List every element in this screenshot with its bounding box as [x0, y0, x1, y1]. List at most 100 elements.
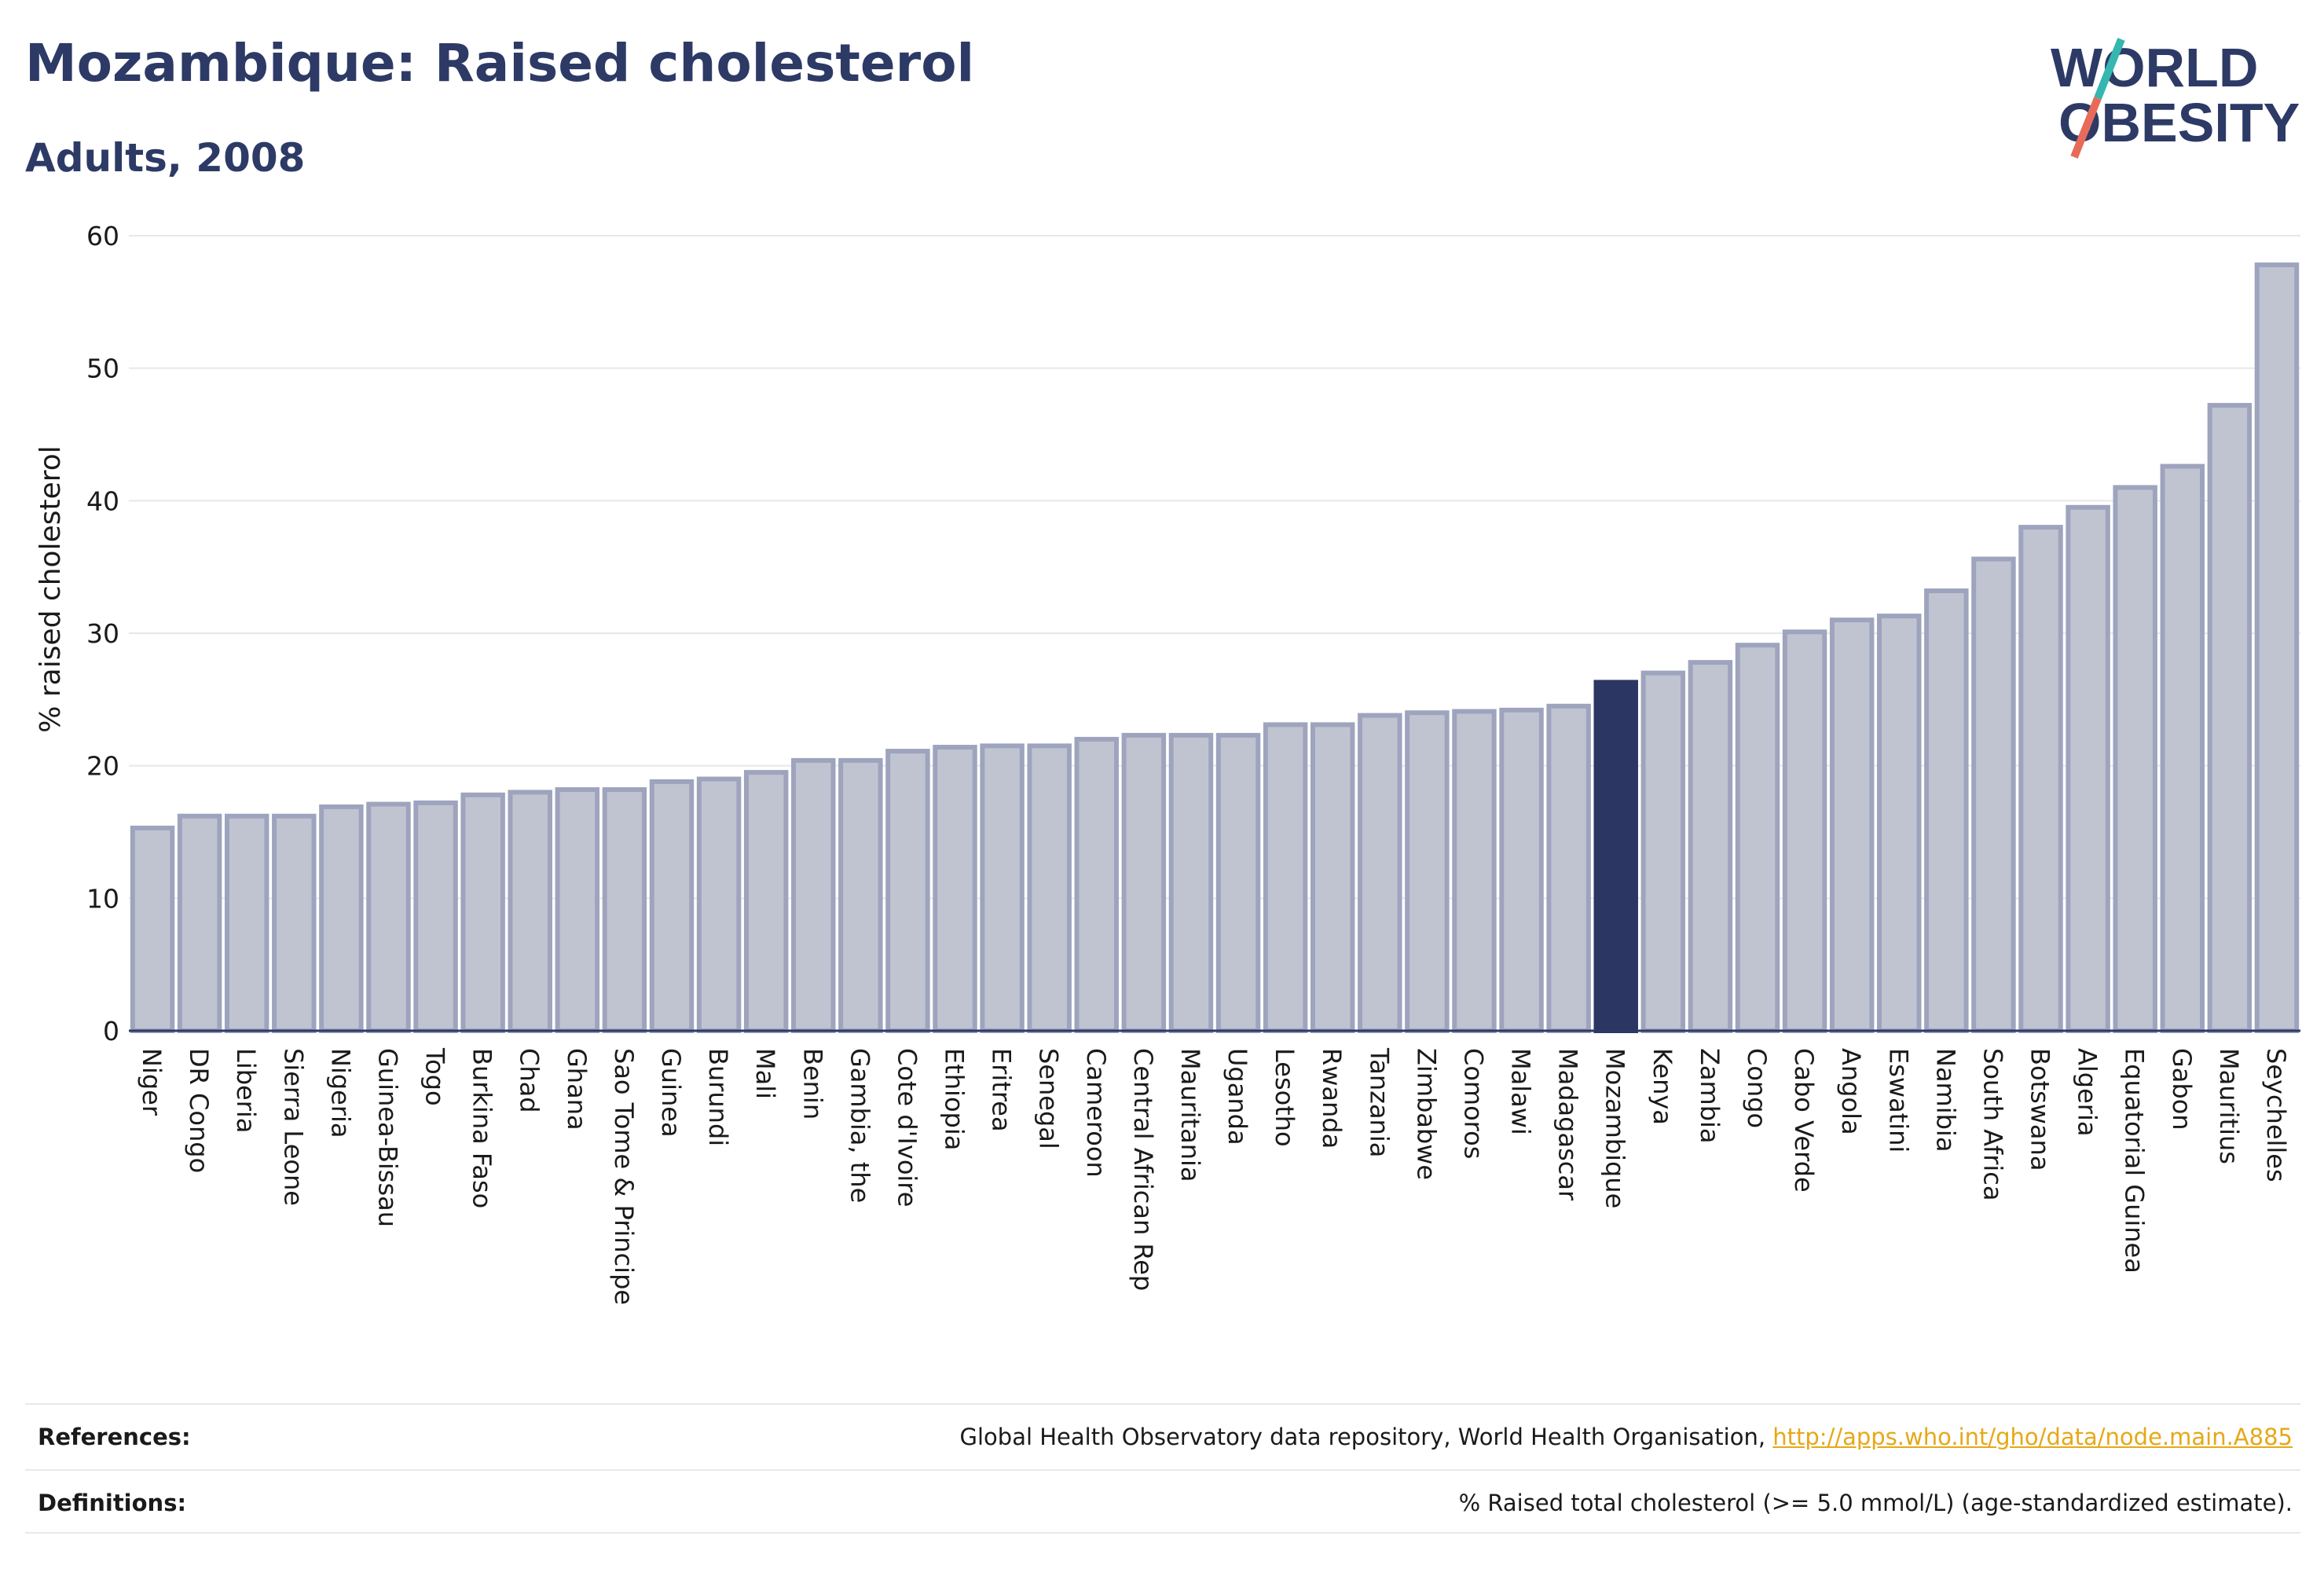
bar-benin — [791, 757, 836, 1033]
bar-gambia-the — [838, 757, 883, 1033]
x-tick-label: Malawi — [1506, 1048, 1536, 1135]
x-tick-label: Comoros — [1458, 1048, 1488, 1159]
x-tick-label: Sao Tome & Principe — [609, 1048, 639, 1305]
references-label: References: — [38, 1424, 191, 1450]
x-tick-label: Guinea — [656, 1048, 686, 1138]
bar-kenya — [1640, 670, 1686, 1033]
x-tick-label: Benin — [797, 1048, 827, 1120]
bar-sao-tome-principe — [602, 787, 647, 1033]
x-tick-label: DR Congo — [184, 1048, 214, 1173]
bar-zambia — [1688, 660, 1733, 1034]
x-tick-label: Mauritius — [2214, 1048, 2244, 1164]
x-tick-label: Sierra Leone — [278, 1048, 308, 1206]
y-axis-ticks: 0 10 20 30 40 50 60 — [86, 221, 119, 1046]
world-obesity-logo: WORLD OBESITY — [2051, 37, 2300, 159]
references-source: Global Health Observatory data repositor… — [959, 1424, 1773, 1450]
y-tick-label: 50 — [86, 354, 119, 384]
x-tick-label: Central African Rep — [1128, 1048, 1158, 1291]
bar-ethiopia — [933, 745, 977, 1033]
x-tick-label: Burkina Faso — [467, 1048, 497, 1208]
x-tick-label: Cote d'Ivoire — [892, 1048, 922, 1207]
footer-divider-middle — [25, 1469, 2300, 1471]
bar-south-africa — [1971, 556, 2016, 1033]
x-tick-label: Lesotho — [1270, 1048, 1299, 1147]
bar-mozambique — [1593, 680, 1638, 1033]
footer-divider-bottom — [25, 1532, 2300, 1534]
bar-guinea-bissau — [366, 801, 411, 1034]
references-text: Global Health Observatory data repositor… — [960, 1424, 2293, 1450]
bar-lesotho — [1263, 722, 1308, 1033]
x-tick-label: Ethiopia — [940, 1048, 970, 1150]
bar-angola — [1829, 618, 1875, 1033]
x-tick-label: South Africa — [1978, 1048, 2007, 1200]
definitions-label: Definitions: — [38, 1490, 187, 1516]
y-tick-label: 40 — [86, 486, 119, 516]
bar-chad — [508, 790, 552, 1034]
x-tick-label: Togo — [420, 1047, 450, 1106]
bar-equatorial-guinea — [2113, 485, 2157, 1033]
x-tick-label: Tanzania — [1364, 1047, 1394, 1157]
x-tick-label: Equatorial Guinea — [2120, 1048, 2150, 1274]
footer-divider-top — [25, 1403, 2300, 1405]
x-tick-label: Botswana — [2025, 1048, 2055, 1171]
y-tick-label: 30 — [86, 618, 119, 649]
x-tick-label: Zambia — [1695, 1048, 1725, 1144]
bar-mauritius — [2207, 402, 2253, 1033]
bar-congo — [1735, 643, 1780, 1033]
y-tick-label: 10 — [86, 883, 119, 914]
chart-subtitle: Adults, 2008 — [25, 135, 306, 181]
y-tick-label: 20 — [86, 751, 119, 782]
x-tick-label: Mozambique — [1600, 1048, 1630, 1208]
references-link[interactable]: http://apps.who.int/gho/data/node.main.A… — [1772, 1424, 2293, 1450]
x-tick-label: Gabon — [2167, 1048, 2197, 1131]
bar-guinea — [649, 779, 695, 1033]
x-tick-label: Gambia, the — [845, 1048, 874, 1203]
bar-nigeria — [319, 804, 364, 1034]
bar-rwanda — [1310, 722, 1355, 1033]
x-tick-label: Eritrea — [987, 1048, 1017, 1132]
logo-text-world: WORLD — [2051, 37, 2258, 98]
bar-namibia — [1924, 588, 1969, 1033]
x-tick-label: Ghana — [562, 1048, 592, 1131]
x-tick-label: Kenya — [1648, 1048, 1677, 1125]
x-tick-label: Nigeria — [325, 1048, 355, 1138]
x-tick-label: Chad — [515, 1048, 544, 1113]
bar-cote-d-ivoire — [885, 749, 930, 1033]
bar-ghana — [555, 787, 600, 1033]
bar-liberia — [224, 813, 269, 1033]
bars — [130, 262, 2300, 1034]
x-tick-label: Angola — [1836, 1048, 1866, 1135]
chart-title: Mozambique: Raised cholesterol — [25, 33, 975, 93]
bar-eswatini — [1877, 614, 1922, 1033]
bar-botswana — [2018, 525, 2063, 1033]
bar-niger — [130, 825, 175, 1033]
bar-burundi — [696, 776, 742, 1033]
logo-slash-teal — [2094, 38, 2125, 100]
bar-zimbabwe — [1405, 710, 1450, 1033]
bar-comoros — [1452, 709, 1497, 1033]
x-tick-label: Senegal — [1034, 1048, 1064, 1149]
bar-central-african-rep — [1121, 732, 1167, 1034]
bar-senegal — [1027, 743, 1072, 1033]
bar-sierra-leone — [272, 813, 317, 1033]
x-tick-label: Zimbabwe — [1411, 1048, 1441, 1180]
x-axis-labels: Niger DR Congo Liberia Sierra Leone Nigeria G… — [137, 1047, 2291, 1305]
x-tick-label: Cabo Verde — [1789, 1048, 1819, 1193]
bar-togo — [413, 800, 458, 1033]
x-tick-label: Mauritania — [1175, 1048, 1205, 1182]
logo-slash-coral — [2070, 97, 2102, 159]
x-tick-label: Algeria — [2073, 1048, 2102, 1136]
bar-mali — [743, 770, 789, 1033]
bar-seychelles — [2254, 262, 2300, 1033]
x-tick-label: Liberia — [231, 1048, 261, 1133]
y-tick-label: 60 — [86, 221, 119, 251]
x-tick-label: Niger — [137, 1048, 167, 1116]
x-tick-label: Congo — [1742, 1048, 1772, 1128]
y-axis-title: % raised cholesterol — [35, 445, 67, 733]
bar-mauritania — [1168, 732, 1214, 1034]
bar-gabon — [2160, 464, 2205, 1033]
bar-cameroon — [1074, 736, 1120, 1034]
bar-malawi — [1499, 707, 1544, 1033]
bar-uganda — [1215, 732, 1261, 1034]
x-tick-label: Cameroon — [1081, 1048, 1111, 1178]
